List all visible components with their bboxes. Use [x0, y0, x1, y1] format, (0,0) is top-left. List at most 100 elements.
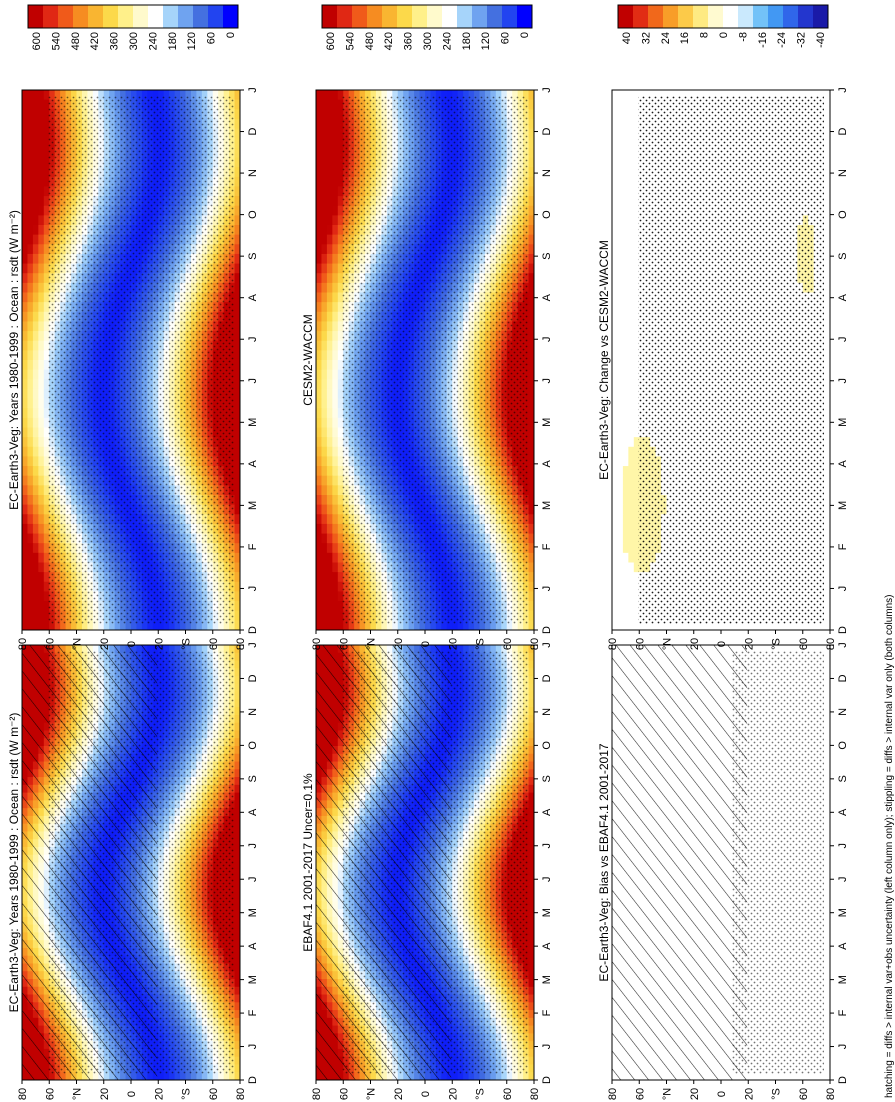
heatmap-cell [528, 707, 535, 716]
heatmap-cell [43, 408, 50, 419]
heatmap-cell [27, 610, 34, 621]
heatmap-cell [207, 1072, 214, 1081]
heatmap-cell [38, 523, 45, 535]
heatmap-cell [234, 543, 241, 554]
heatmap-cell [196, 645, 203, 654]
heatmap-cell [38, 369, 45, 380]
panel-title: EC-Earth3-Veg: Years 1980-1999 : Ocean :… [7, 210, 21, 510]
colorbar-label: 420 [89, 32, 101, 50]
heatmap-cell [103, 620, 110, 631]
heatmap-cell [32, 186, 39, 197]
heatmap-cell [234, 398, 241, 409]
colorbar-label: 540 [50, 32, 62, 50]
heatmap-cell [234, 369, 241, 380]
heatmap-cell [32, 360, 39, 371]
x-tick-label: N [247, 169, 259, 177]
heatmap-cell [38, 495, 45, 506]
heatmap-cell [207, 645, 214, 654]
heatmap-cell [234, 427, 241, 438]
heatmap-cell [27, 601, 34, 612]
heatmap-cell [22, 311, 28, 322]
heatmap-cell [234, 331, 241, 342]
heatmap-cell [158, 620, 165, 631]
heatmap-cell [234, 722, 241, 731]
heatmap-cell [43, 215, 50, 226]
heatmap-cell [22, 466, 28, 477]
heatmap-cell [174, 620, 181, 631]
colorbar-label: 180 [167, 32, 179, 50]
heatmap-cell [27, 446, 34, 457]
heatmap-cell [38, 417, 45, 428]
heatmap-cell [234, 909, 241, 918]
heatmap-cell [234, 456, 241, 467]
heatmap-cell [38, 302, 45, 313]
heatmap-cell [234, 676, 241, 685]
heatmap-cell [22, 417, 28, 428]
heatmap-cell [43, 292, 50, 303]
heatmap-cell [234, 186, 241, 197]
heatmap-cell [32, 581, 39, 592]
heatmap-cell [27, 128, 34, 139]
heatmap-cell [234, 273, 241, 284]
heatmap-cell [234, 215, 241, 226]
x-tick-label: M [247, 908, 259, 917]
heatmap-cell [38, 176, 45, 187]
heatmap-cell [27, 321, 34, 332]
heatmap-cell [234, 994, 241, 1003]
heatmap-cell [27, 388, 34, 400]
heatmap-cell [234, 244, 241, 255]
heatmap-cell [234, 263, 241, 274]
heatmap-cell [180, 620, 186, 631]
heatmap-cell [528, 660, 535, 669]
heatmap-cell [234, 514, 241, 525]
heatmap-cell [22, 253, 28, 265]
y-tick-label: 60 [208, 638, 220, 650]
heatmap-cell [98, 90, 105, 101]
heatmap-cell [22, 205, 28, 216]
heatmap-cell [43, 417, 50, 428]
heatmap-cell [229, 90, 236, 101]
heatmap-cell [27, 263, 34, 274]
heatmap-cell [81, 90, 88, 101]
heatmap-cell [27, 109, 34, 120]
heatmap-cell [185, 1072, 192, 1081]
colorbar-swatch [193, 5, 209, 28]
y-tick-label: 20 [99, 1088, 111, 1100]
heatmap-cell [234, 360, 241, 371]
heatmap-cell [38, 282, 45, 293]
heatmap-cell [517, 645, 524, 654]
heatmap-cell [38, 514, 45, 525]
heatmap-cell [234, 839, 241, 848]
heatmap-cell [234, 1002, 241, 1011]
heatmap-cell [27, 118, 34, 130]
colorbar-swatch [88, 5, 104, 28]
heatmap-cell [234, 552, 241, 563]
heatmap-cell [43, 99, 50, 110]
heatmap-cell [54, 90, 61, 101]
heatmap-cell [22, 369, 28, 380]
y-tick-label: 60 [44, 638, 56, 650]
heatmap-cell [22, 408, 28, 419]
heatmap-cell [495, 645, 502, 654]
heatmap-cell [234, 854, 241, 863]
heatmap-cell [234, 730, 241, 739]
heatmap-cell [234, 784, 241, 794]
heatmap-cell [27, 340, 34, 351]
heatmap-cell [27, 215, 34, 226]
heatmap-cell [234, 1025, 241, 1034]
heatmap-cell [234, 947, 241, 957]
colorbar-swatch [58, 5, 74, 28]
colorbar-label: 0 [225, 32, 237, 38]
heatmap-cell [32, 601, 39, 612]
heatmap-cell [234, 846, 241, 856]
colorbar-label: 360 [109, 32, 121, 50]
y-tick-label: 80 [17, 1088, 29, 1100]
heatmap-cell [131, 620, 137, 631]
heatmap-cell [152, 620, 159, 631]
heatmap-cell [136, 620, 143, 631]
colorbar-swatch [73, 5, 89, 28]
heatmap-cell [27, 292, 34, 303]
colorbar-label: 60 [206, 32, 218, 44]
heatmap-cell [190, 620, 197, 631]
heatmap-cell [32, 167, 39, 178]
